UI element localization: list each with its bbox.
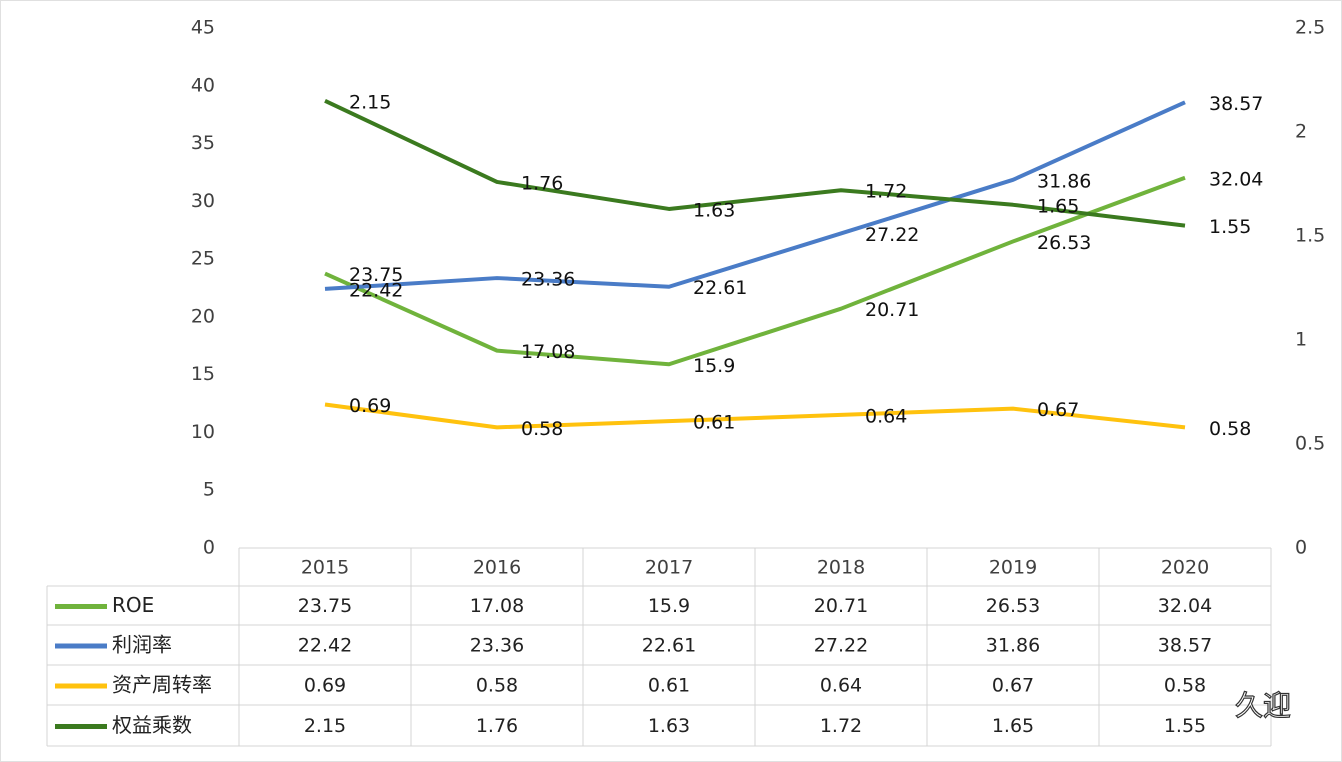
table-cell: 0.67 [992, 675, 1034, 697]
table-cell: 15.9 [648, 595, 690, 617]
y-tick-label: 15 [191, 363, 215, 385]
series-line [324, 98, 1186, 228]
data-label: 0.58 [521, 418, 563, 440]
watermark: 久迎 [1235, 689, 1291, 722]
data-label: 0.64 [865, 405, 907, 427]
x-tick-label: 2017 [645, 557, 693, 579]
data-label: 22.61 [693, 277, 747, 299]
table-cell: 22.61 [642, 635, 696, 657]
x-tick-label: 2019 [989, 557, 1037, 579]
table-cell: 26.53 [986, 595, 1040, 617]
data-label: 1.65 [1037, 195, 1079, 217]
data-label: 27.22 [865, 224, 919, 246]
table-cell: 17.08 [470, 595, 524, 617]
x-tick-label: 2018 [817, 557, 865, 579]
table-cell: 1.65 [992, 715, 1034, 737]
y-tick-label: 25 [191, 248, 215, 270]
table-cell: 20.71 [814, 595, 868, 617]
table-cell: 23.75 [298, 595, 352, 617]
data-label: 32.04 [1209, 168, 1263, 190]
table-cell: 1.63 [648, 715, 690, 737]
table-cell: 22.42 [298, 635, 352, 657]
series-line [324, 402, 1186, 430]
y-tick-label: 40 [191, 74, 215, 96]
table-cell: 27.22 [814, 635, 868, 657]
table-cell: 0.69 [304, 675, 346, 697]
data-label: 0.61 [693, 412, 735, 434]
data-label: 20.71 [865, 299, 919, 321]
table-cell: 0.64 [820, 675, 862, 697]
table-cell: 23.36 [470, 635, 524, 657]
y-tick-label: 0 [203, 537, 215, 559]
data-label: 15.9 [693, 355, 735, 377]
y2-tick-label: 1.5 [1295, 225, 1325, 247]
table-cell: 0.58 [1164, 675, 1206, 697]
data-label: 1.72 [865, 181, 907, 203]
table-cell: 32.04 [1158, 595, 1212, 617]
y2-tick-label: 0.5 [1295, 433, 1325, 455]
table-cell: 1.76 [476, 715, 518, 737]
data-label: 0.69 [349, 395, 391, 417]
legend-label: 权益乘数 [112, 713, 192, 737]
y2-tick-label: 2.5 [1295, 17, 1325, 39]
data-label: 26.53 [1037, 232, 1091, 254]
data-label: 23.75 [349, 264, 403, 286]
legend-label: 利润率 [112, 633, 172, 657]
legend-label: 资产周转率 [112, 673, 212, 697]
table-cell: 0.61 [648, 675, 690, 697]
y2-tick-label: 2 [1295, 121, 1307, 143]
data-label: 1.55 [1209, 216, 1251, 238]
data-label: 31.86 [1037, 170, 1091, 192]
x-tick-label: 2015 [301, 557, 349, 579]
data-label: 1.63 [693, 199, 735, 221]
data-label: 22.42 [349, 279, 403, 301]
x-tick-label: 2020 [1161, 557, 1209, 579]
y-tick-label: 20 [191, 305, 215, 327]
table-cell: 38.57 [1158, 635, 1212, 657]
series-line [324, 175, 1186, 367]
data-label: 0.67 [1037, 399, 1079, 421]
data-label: 38.57 [1209, 93, 1263, 115]
y2-tick-label: 1 [1295, 329, 1307, 351]
table-cell: 2.15 [304, 715, 346, 737]
y-tick-label: 45 [191, 17, 215, 39]
data-label: 1.76 [521, 172, 563, 194]
y-tick-label: 10 [191, 421, 215, 443]
data-label: 0.58 [1209, 418, 1251, 440]
table-cell: 0.58 [476, 675, 518, 697]
legend-label: ROE [112, 593, 154, 617]
table-cell: 1.55 [1164, 715, 1206, 737]
data-label: 2.15 [349, 91, 391, 113]
series-line [324, 100, 1186, 291]
y2-tick-label: 0 [1295, 537, 1307, 559]
y-tick-label: 5 [203, 479, 215, 501]
data-label: 17.08 [521, 341, 575, 363]
table-cell: 31.86 [986, 635, 1040, 657]
y-tick-label: 30 [191, 190, 215, 212]
table-cell: 1.72 [820, 715, 862, 737]
x-tick-label: 2016 [473, 557, 521, 579]
y-tick-label: 35 [191, 132, 215, 154]
data-label: 23.36 [521, 269, 575, 291]
